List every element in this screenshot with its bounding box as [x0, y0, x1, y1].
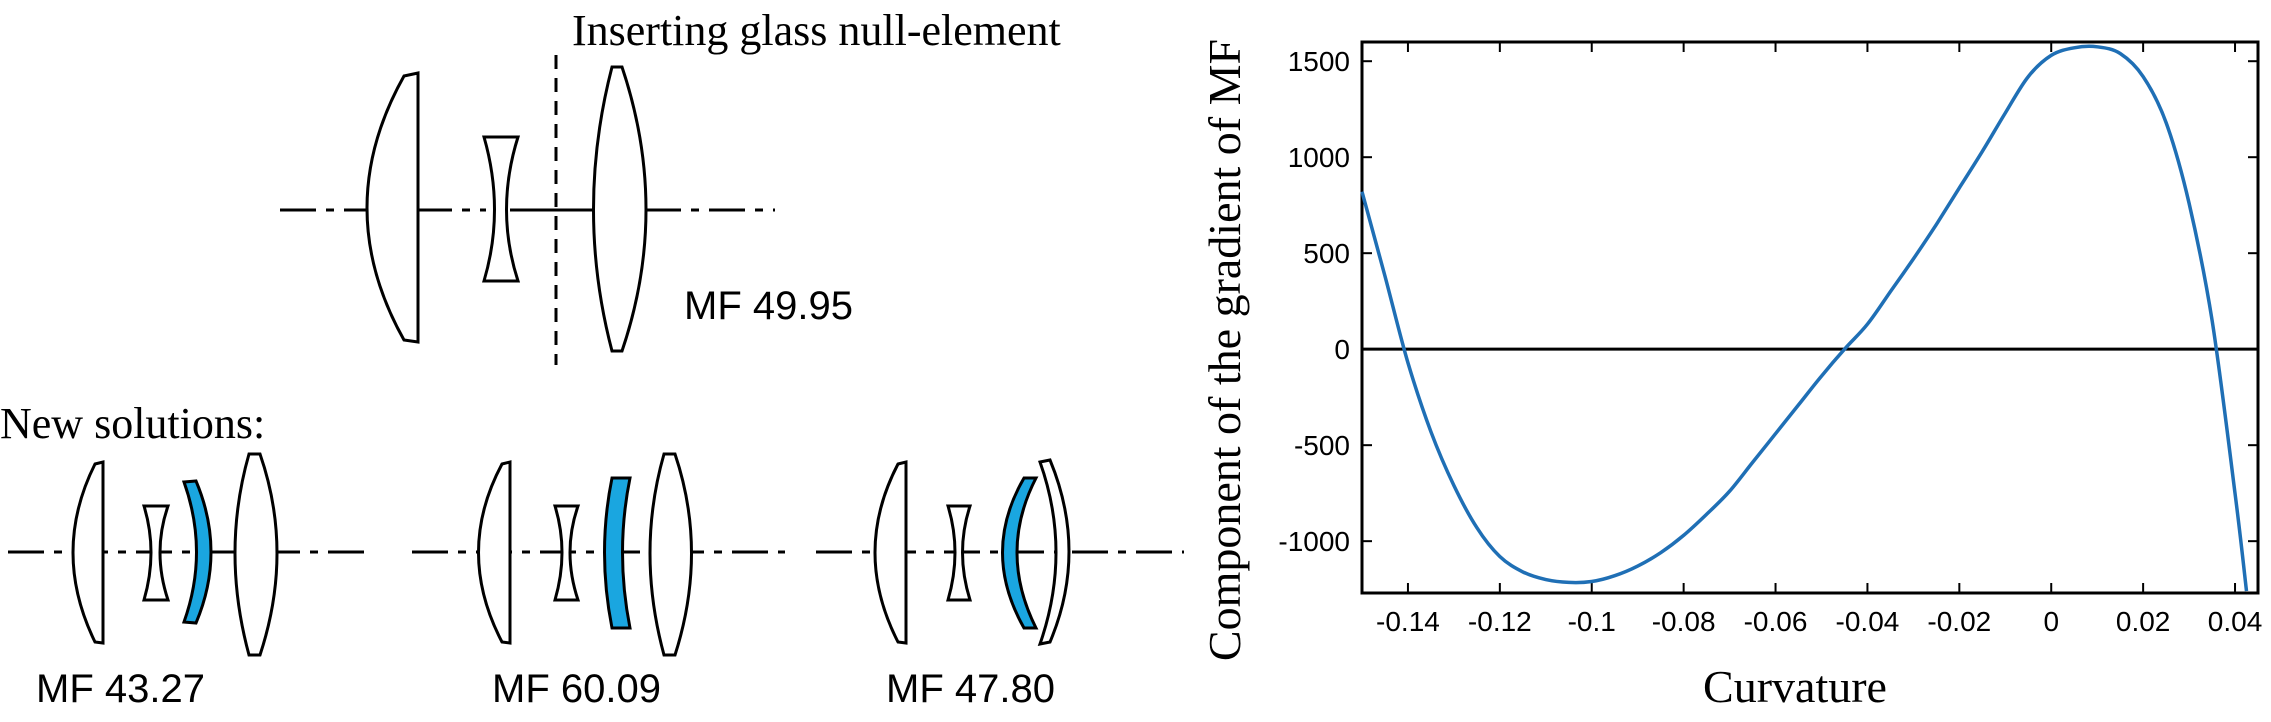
y-tick-label: -1000 [1278, 526, 1350, 557]
solution-1-lens-2 [141, 504, 171, 602]
series-line [1360, 44, 2249, 592]
solution-2-null-element [603, 476, 632, 630]
x-tick-label: -0.14 [1376, 606, 1440, 637]
x-tick-label: -0.04 [1836, 606, 1900, 637]
chart-ticks: -0.14 -0.12 -0.1 -0.08 -0.06 -0.04 -0.02 0 0.02 0… [1278, 42, 2262, 637]
x-tick-label: -0.08 [1652, 606, 1716, 637]
x-tick-label: -0.02 [1927, 606, 1991, 637]
x-axis-label: Curvature [1703, 661, 1887, 712]
solution-1: MF 43.27 [8, 452, 366, 711]
x-tick-label: 0.02 [2116, 606, 2171, 637]
solution-1-lens-1 [71, 460, 105, 645]
solution-2-lens-1 [477, 460, 512, 645]
solution-2-lens-2 [552, 504, 581, 602]
y-tick-label: 1500 [1288, 46, 1350, 77]
lens-element-1 [365, 71, 420, 344]
chart-axes [1360, 40, 2260, 595]
chart-series [1360, 44, 2249, 592]
solution-3-mf: MF 47.80 [886, 667, 1055, 711]
solution-2-lens-3 [648, 452, 693, 657]
y-axis-label: Component of the gradient of MF [1199, 39, 1250, 661]
solution-3: MF 47.80 [816, 458, 1184, 711]
y-tick-label: 500 [1303, 238, 1350, 269]
x-tick-label: 0.04 [2208, 606, 2263, 637]
gradient-chart: -0.14 -0.12 -0.1 -0.08 -0.06 -0.04 -0.02 0 0.02 0… [1199, 39, 2262, 712]
x-tick-label: -0.06 [1744, 606, 1808, 637]
lens-element-2 [481, 135, 521, 283]
solution-1-mf: MF 43.27 [36, 667, 205, 711]
y-tick-label: 0 [1334, 334, 1350, 365]
solution-3-lens-3 [1037, 458, 1071, 646]
lens-diagram: Inserting glass null-element MF 49.95 Ne… [0, 6, 1184, 711]
solution-2-mf: MF 60.09 [492, 667, 661, 711]
y-tick-label: 1000 [1288, 142, 1350, 173]
original-lens-system: MF 49.95 [280, 55, 853, 365]
solution-1-null-element [181, 479, 213, 625]
solution-3-lens-2 [945, 504, 973, 602]
plot-frame [1360, 40, 2260, 595]
solution-3-lens-1 [873, 460, 908, 645]
x-tick-label: -0.1 [1568, 606, 1616, 637]
y-tick-label: -500 [1294, 430, 1350, 461]
new-solutions-label: New solutions: [0, 399, 265, 448]
x-tick-label: -0.12 [1468, 606, 1532, 637]
solution-2: MF 60.09 [412, 452, 785, 711]
solution-1-lens-3 [233, 452, 279, 657]
diagram-title: Inserting glass null-element [572, 6, 1061, 55]
x-tick-label: 0 [2043, 606, 2059, 637]
solution-3-null-element [1001, 476, 1039, 630]
lens-element-3 [592, 65, 648, 353]
original-mf-value: MF 49.95 [684, 284, 853, 328]
